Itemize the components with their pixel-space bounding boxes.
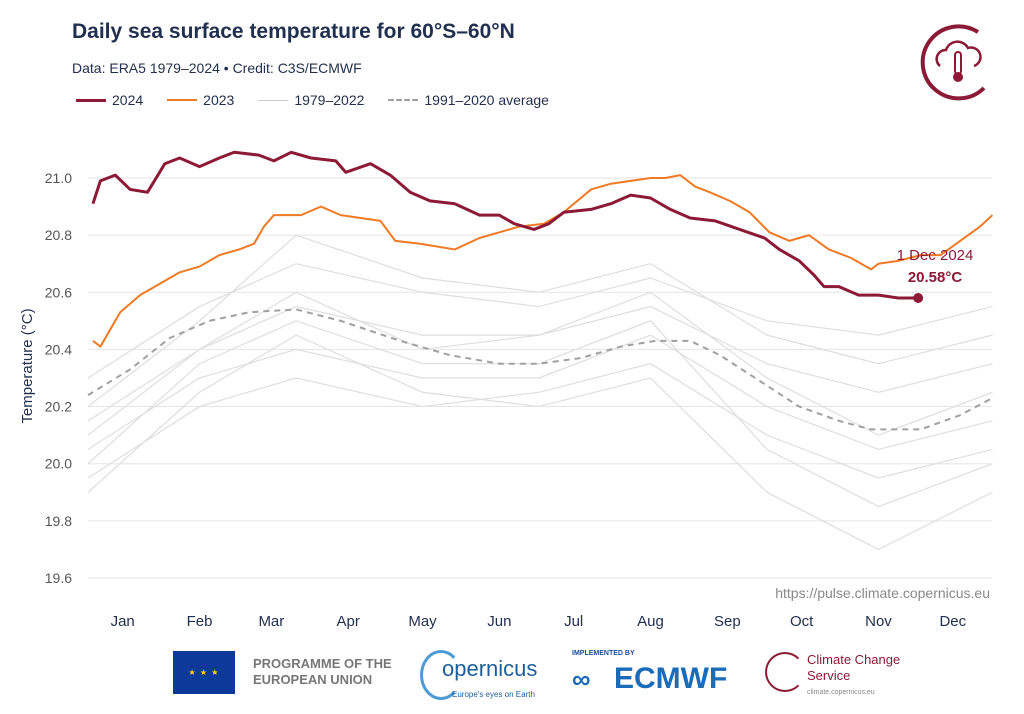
- source-note[interactable]: https://pulse.climate.copernicus.eu: [775, 585, 990, 601]
- y-tick-label: 19.8: [45, 513, 72, 529]
- x-tick-label: Jun: [487, 613, 511, 630]
- legend-label: 2024: [112, 92, 144, 108]
- legend-item-2023[interactable]: 2023: [167, 92, 234, 108]
- c3s-small-icon: [765, 652, 805, 692]
- y-tick-label: 20.6: [45, 284, 72, 300]
- legend-label: 1979–2022: [294, 92, 365, 108]
- ecmwf-text: ECMWF: [614, 662, 728, 695]
- x-tick-label: Sep: [714, 613, 741, 630]
- x-tick-label: Oct: [790, 613, 814, 630]
- series-line-1979-2022: [87, 320, 993, 508]
- y-tick-label: 20.4: [45, 341, 72, 357]
- footer-logos: ★ ★ ★ PROGRAMME OF THE EUROPEAN UNION op…: [0, 650, 1024, 710]
- x-tick-label: May: [408, 613, 437, 630]
- annotation-date: 1 Dec 2024: [897, 247, 974, 264]
- x-tick-label: Aug: [637, 613, 664, 630]
- y-tick-label: 21.0: [45, 170, 72, 186]
- annotation-marker: [913, 292, 924, 303]
- x-tick-label: Jan: [111, 613, 135, 630]
- copernicus-c-icon: [420, 650, 462, 700]
- x-tick-label: Feb: [187, 613, 213, 630]
- series-line-1979-2022: [87, 234, 993, 408]
- legend-item-1979-2022[interactable]: 1979–2022: [258, 92, 364, 108]
- series-line-1979-2022: [87, 363, 993, 479]
- series-line-2024[interactable]: [91, 150, 919, 300]
- x-tick-label: Mar: [258, 613, 284, 630]
- x-tick-label: Jul: [564, 613, 583, 630]
- c3s-text: Climate Change Service: [807, 652, 901, 683]
- annotation-value: 20.58°C: [908, 269, 963, 286]
- x-tick-label: Apr: [337, 613, 360, 630]
- series-line-1979-2022: [87, 334, 993, 551]
- eu-programme-text: PROGRAMME OF THE EUROPEAN UNION: [253, 656, 392, 687]
- copernicus-text: opernicus: [442, 656, 538, 681]
- y-tick-label: 19.6: [45, 570, 72, 586]
- x-tick-label: Nov: [865, 613, 892, 630]
- c3s-url: climate.copernicus.eu: [807, 689, 875, 696]
- chart-subtitle: Data: ERA5 1979–2024 • Credit: C3S/ECMWF: [72, 60, 362, 76]
- legend-item-average[interactable]: 1991–2020 average: [388, 92, 549, 108]
- x-tick-label: Dec: [939, 613, 966, 630]
- series-line-1991-2020-average[interactable]: [87, 308, 993, 431]
- legend-label: 1991–2020 average: [424, 92, 549, 108]
- ecmwf-symbol-icon: ∞: [572, 664, 591, 694]
- legend-label: 2023: [203, 92, 235, 108]
- chart-svg: 19.6 19.8 20.0 20.2 20.4 20.6 20.8 21.0 Jan Feb Ma…: [19, 150, 994, 630]
- series-line-1979-2022: [87, 291, 993, 436]
- legend: 2024 2023 1979–2022 1991–2020 average: [76, 92, 573, 108]
- legend-item-2024[interactable]: 2024: [76, 92, 143, 108]
- y-tick-label: 20.0: [45, 456, 72, 472]
- c3s-logo-icon: [920, 24, 986, 101]
- series-line-1979-2022: [87, 334, 993, 451]
- ecmwf-implemented-by: IMPLEMENTED BY: [572, 650, 635, 657]
- y-axis-label: Temperature (°C): [19, 308, 36, 423]
- eu-flag-icon: ★ ★ ★: [173, 651, 235, 694]
- y-tick-label: 20.2: [45, 399, 72, 415]
- series-line-2023[interactable]: [92, 174, 994, 348]
- y-tick-label: 20.8: [45, 227, 72, 243]
- copernicus-tagline: Europe's eyes on Earth: [452, 690, 535, 699]
- chart-title: Daily sea surface temperature for 60°S–6…: [72, 20, 515, 43]
- series-line-1979-2022: [87, 263, 993, 379]
